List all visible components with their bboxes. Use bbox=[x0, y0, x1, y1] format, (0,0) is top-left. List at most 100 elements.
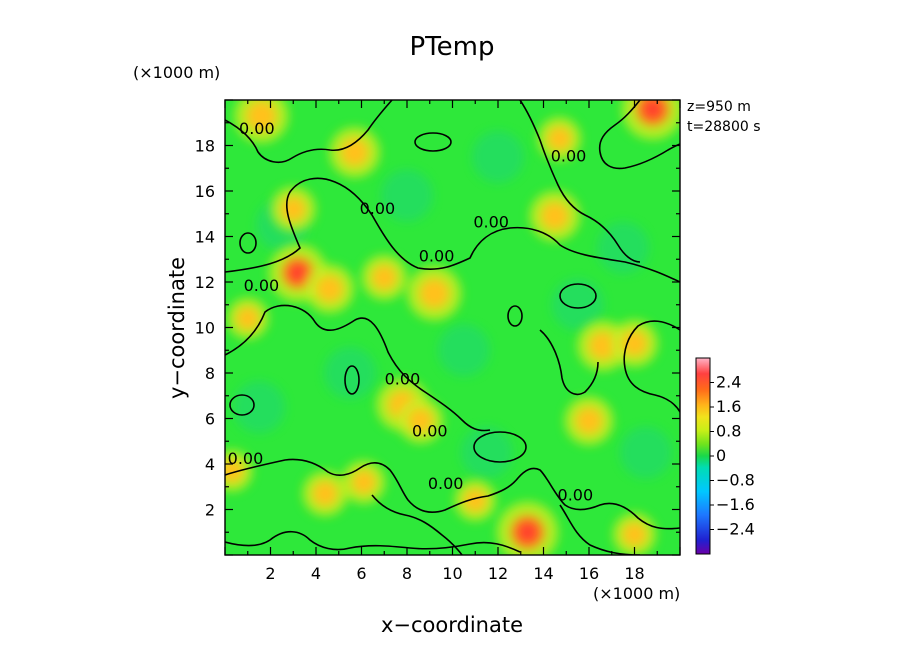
y-axis-label: y−coordinate bbox=[165, 257, 189, 399]
x-tick-label: 8 bbox=[402, 564, 412, 583]
warm-core bbox=[246, 100, 277, 131]
y-tick-label: 18 bbox=[195, 137, 215, 156]
height-annotation: z=950 m bbox=[687, 99, 751, 115]
contour-label: 0.00 bbox=[473, 212, 509, 231]
contour-line bbox=[473, 431, 527, 463]
cool-patch bbox=[324, 347, 377, 399]
x-tick-label: 14 bbox=[533, 564, 553, 583]
x-axis-label: x−coordinate bbox=[381, 613, 523, 637]
x-tick-label: 4 bbox=[311, 564, 321, 583]
cool-patch bbox=[460, 426, 513, 479]
contour-label: 0.00 bbox=[244, 276, 280, 295]
contour-line bbox=[225, 304, 491, 432]
colorbar-tick-label: 2.4 bbox=[716, 373, 741, 392]
warm-core bbox=[312, 481, 338, 507]
warm-core bbox=[408, 408, 434, 434]
contour-label: 0.00 bbox=[360, 199, 396, 218]
contour-label: 0.00 bbox=[419, 247, 455, 266]
contour-label: 0.00 bbox=[428, 474, 464, 493]
contour-labels: 0.00 0.00 0.00 0.00 0.00 0.00 0.00 0.00 0.00 0.00… bbox=[228, 119, 593, 504]
x-unit-label: (×1000 m) bbox=[593, 584, 680, 603]
x-tick-label: 6 bbox=[356, 564, 366, 583]
contour-line bbox=[539, 329, 599, 396]
cool-patch bbox=[381, 169, 433, 222]
colorbar-tick-label: −2.4 bbox=[716, 520, 755, 539]
y-tick-label: 4 bbox=[205, 455, 215, 474]
y-tick-label: 12 bbox=[195, 273, 215, 292]
warm-core bbox=[225, 459, 244, 483]
y-tick-label: 6 bbox=[205, 410, 215, 429]
warm-core bbox=[371, 264, 397, 290]
y-tick-label: 2 bbox=[205, 501, 215, 520]
contour-line bbox=[344, 365, 360, 395]
warm-core bbox=[622, 522, 647, 547]
cool-patch bbox=[472, 130, 524, 183]
contour-label: 0.00 bbox=[228, 449, 264, 468]
y-tick-label: 14 bbox=[195, 228, 215, 247]
warm-core bbox=[575, 407, 603, 435]
plot-area: 0.00 0.00 0.00 0.00 0.00 0.00 0.00 0.00 0.00 0.00… bbox=[225, 100, 680, 555]
contour-line bbox=[225, 177, 680, 283]
contour-line bbox=[229, 394, 255, 416]
warm-core bbox=[351, 470, 376, 495]
warm-core bbox=[280, 196, 306, 222]
x-tick-labels: 2 4 6 8 10 12 14 16 18 bbox=[265, 564, 644, 583]
contour-line bbox=[623, 320, 680, 413]
contour-line bbox=[371, 494, 463, 555]
colorbar-tick-label: −1.6 bbox=[716, 495, 755, 514]
cool-patch bbox=[619, 426, 672, 479]
cool-patch bbox=[437, 324, 490, 377]
x-tick-label: 12 bbox=[488, 564, 508, 583]
zero-contours bbox=[225, 100, 680, 555]
contour-label: 0.00 bbox=[385, 369, 421, 388]
contour-label: 0.00 bbox=[412, 422, 448, 441]
y-tick-labels: 2 4 6 8 10 12 14 16 18 bbox=[195, 137, 215, 520]
contour-line bbox=[598, 100, 680, 170]
cool-patch bbox=[551, 278, 604, 331]
x-tick-label: 2 bbox=[265, 564, 275, 583]
chart-title: PTemp bbox=[410, 32, 495, 62]
x-tick-label: 16 bbox=[579, 564, 599, 583]
colorbar-tick-label: 1.6 bbox=[716, 397, 741, 416]
cool-patch bbox=[233, 381, 286, 434]
colorbar-tick-label: −0.8 bbox=[716, 471, 755, 490]
time-annotation: t=28800 s bbox=[687, 119, 761, 135]
warm-core bbox=[463, 488, 487, 512]
colorbar-ticks: 2.4 1.6 0.8 0 −0.8 −1.6 −2.4 bbox=[710, 373, 755, 539]
y-tick-label: 8 bbox=[205, 364, 215, 383]
y-tick-label: 16 bbox=[195, 182, 215, 201]
contour-line bbox=[414, 132, 452, 152]
warm-core bbox=[419, 278, 450, 309]
colorbar: 2.4 1.6 0.8 0 −0.8 −1.6 −2.4 bbox=[695, 357, 755, 555]
contour-line bbox=[239, 232, 257, 254]
x-tick-label: 10 bbox=[442, 564, 462, 583]
contour-label: 0.00 bbox=[551, 146, 587, 165]
y-tick-label: 10 bbox=[195, 319, 215, 338]
contour-line bbox=[225, 530, 521, 553]
x-tick-label: 18 bbox=[624, 564, 644, 583]
contour-line bbox=[519, 100, 641, 263]
contour-line bbox=[559, 504, 641, 555]
colorbar-tick-label: 0.8 bbox=[716, 422, 741, 441]
colorbar-gradient bbox=[695, 357, 711, 555]
warm-core bbox=[588, 331, 617, 360]
contour-line bbox=[225, 458, 680, 530]
warm-core bbox=[316, 275, 344, 303]
y-unit-label: (×1000 m) bbox=[133, 63, 220, 82]
contour-label: 0.00 bbox=[558, 485, 594, 504]
warm-peak bbox=[290, 265, 305, 281]
contour-line bbox=[507, 305, 523, 327]
warm-peak bbox=[645, 101, 661, 117]
warm-core bbox=[547, 126, 572, 151]
warm-core bbox=[540, 202, 569, 231]
warm-core bbox=[340, 138, 369, 167]
contour-line bbox=[225, 100, 393, 164]
contour-line bbox=[559, 283, 597, 309]
colorbar-tick-label: 0 bbox=[716, 446, 726, 465]
axis-ticks bbox=[224, 99, 681, 556]
warm-core bbox=[621, 330, 648, 357]
warm-peak bbox=[519, 524, 536, 540]
warm-core bbox=[236, 306, 260, 330]
contour-label: 0.00 bbox=[239, 119, 275, 138]
